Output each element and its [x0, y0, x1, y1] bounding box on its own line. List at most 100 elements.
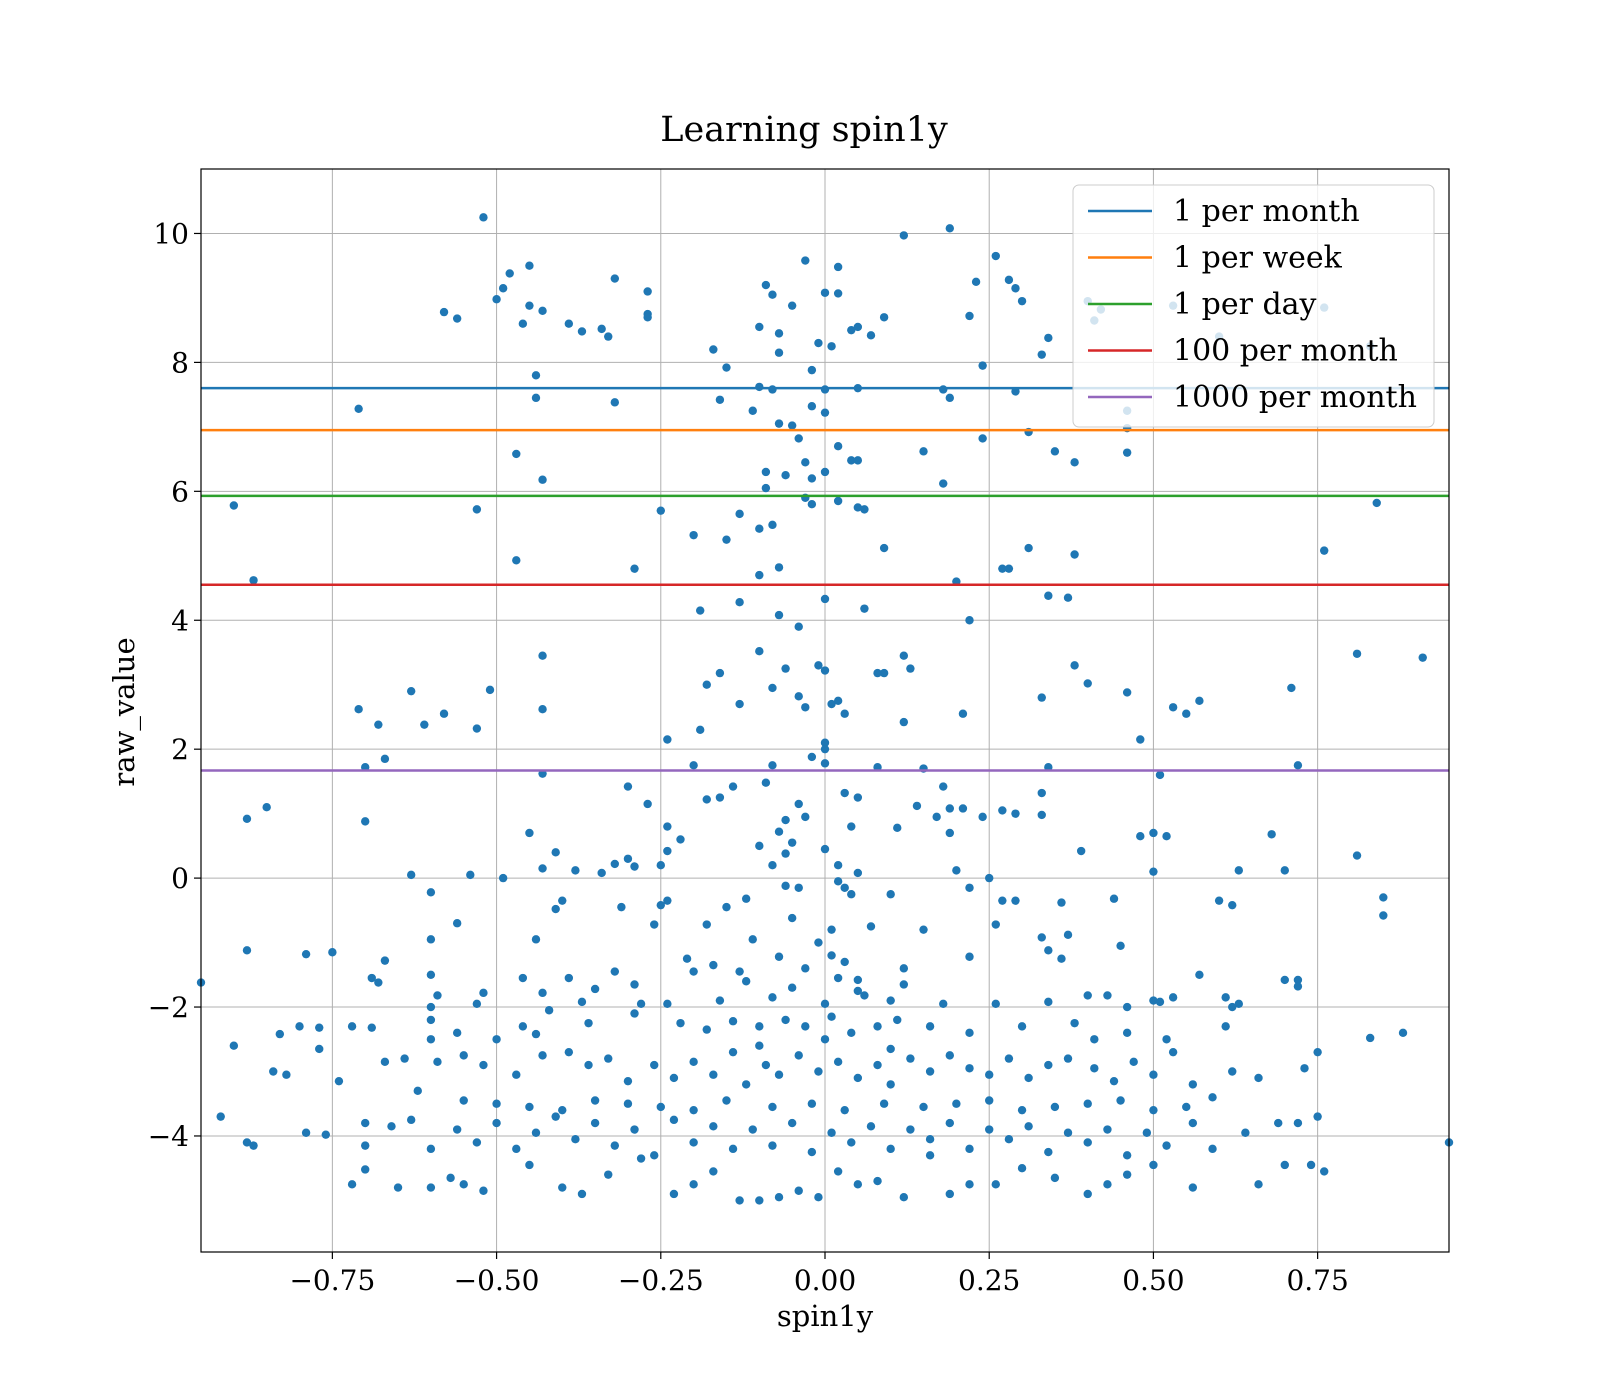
scatter-point — [1063, 1128, 1073, 1137]
scatter-point — [1280, 975, 1289, 985]
scatter-point — [755, 1022, 764, 1031]
scatter-point — [958, 804, 968, 813]
scatter-point — [860, 604, 869, 613]
scatter-point — [998, 896, 1007, 905]
scatter-point — [998, 564, 1007, 573]
scatter-point — [623, 1099, 633, 1108]
scatter-point — [781, 849, 790, 858]
scatter-point — [853, 456, 863, 465]
scatter-point — [1004, 1134, 1014, 1144]
scatter-point — [1228, 1067, 1237, 1076]
scatter-point — [1293, 982, 1303, 991]
scatter-point — [945, 804, 954, 813]
scatter-point — [433, 991, 442, 1000]
scatter-point — [820, 288, 830, 297]
scatter-point — [650, 1060, 659, 1070]
scatter-point — [715, 996, 725, 1005]
scatter-point — [774, 1070, 784, 1079]
scatter-point — [847, 822, 856, 831]
scatter-point — [1254, 1180, 1263, 1189]
scatter-point — [833, 877, 843, 886]
scatter-point — [1011, 809, 1020, 818]
scatter-point — [1116, 1096, 1125, 1105]
scatter-point — [663, 822, 672, 831]
scatter-point — [242, 814, 252, 823]
scatter-point — [295, 1022, 304, 1031]
scatter-point — [1063, 593, 1073, 602]
scatter-point — [840, 788, 849, 798]
scatter-point — [939, 782, 948, 791]
scatter-point — [584, 1060, 593, 1070]
scatter-point — [1155, 997, 1165, 1007]
scatter-point — [269, 1067, 278, 1076]
scatter-point — [663, 846, 672, 856]
scatter-point — [774, 952, 784, 961]
scatter-point — [1011, 284, 1020, 293]
scatter-point — [768, 1141, 777, 1150]
scatter-point — [978, 361, 987, 370]
scatter-point — [630, 564, 639, 573]
scatter-point — [1122, 688, 1132, 697]
scatter-point — [1293, 761, 1303, 770]
scatter-point — [1004, 564, 1014, 573]
scatter-point — [820, 467, 830, 477]
scatter-point — [426, 1015, 436, 1025]
scatter-point — [748, 1125, 757, 1134]
scatter-point — [820, 744, 830, 754]
scatter-point — [584, 1018, 593, 1028]
scatter-point — [807, 500, 817, 509]
scatter-point — [1188, 1183, 1198, 1192]
scatter-point — [801, 256, 810, 265]
scatter-point — [452, 1125, 462, 1134]
scatter-point — [847, 456, 856, 465]
scatter-point — [630, 1009, 639, 1018]
scatter-point — [794, 799, 803, 809]
scatter-point — [925, 1067, 935, 1076]
scatter-point — [722, 1096, 731, 1105]
scatter-point — [814, 338, 823, 348]
scatter-point — [945, 1051, 954, 1060]
x-tick-label: 0.50 — [1122, 1264, 1184, 1297]
scatter-point — [820, 738, 830, 747]
scatter-point — [768, 761, 777, 770]
scatter-point — [945, 828, 954, 838]
scatter-point — [761, 778, 771, 787]
scatter-point — [505, 269, 514, 278]
scatter-point — [1352, 649, 1362, 658]
scatter-point — [1004, 1054, 1014, 1063]
scatter-point — [492, 295, 501, 304]
scatter-point — [794, 622, 803, 631]
scatter-point — [1076, 846, 1086, 856]
scatter-point — [755, 524, 764, 533]
scatter-point — [689, 530, 698, 540]
scatter-point — [833, 861, 843, 870]
scatter-point — [879, 313, 889, 322]
scatter-point — [801, 964, 810, 973]
scatter-point — [472, 999, 482, 1009]
scatter-point — [1044, 1147, 1053, 1157]
scatter-point — [518, 319, 528, 328]
scatter-point — [452, 314, 462, 323]
scatter-point — [755, 322, 764, 332]
scatter-point — [1017, 296, 1027, 306]
scatter-point — [840, 883, 849, 892]
scatter-point — [866, 922, 876, 931]
scatter-point — [1162, 1141, 1171, 1150]
scatter-point — [1004, 275, 1014, 285]
scatter-point — [643, 287, 652, 296]
scatter-point — [420, 720, 429, 729]
scatter-point — [656, 506, 665, 515]
scatter-point — [768, 683, 777, 693]
scatter-point — [1024, 1073, 1033, 1083]
scatter-point — [301, 1128, 311, 1137]
scatter-point — [656, 1102, 665, 1112]
scatter-point — [702, 920, 711, 929]
legend-box — [1072, 184, 1435, 428]
scatter-point — [768, 993, 777, 1002]
scatter-point — [728, 1047, 738, 1057]
scatter-point — [722, 902, 731, 912]
scatter-point — [833, 262, 843, 272]
scatter-point — [781, 881, 790, 891]
scatter-point — [400, 1054, 409, 1063]
scatter-point — [820, 759, 830, 768]
